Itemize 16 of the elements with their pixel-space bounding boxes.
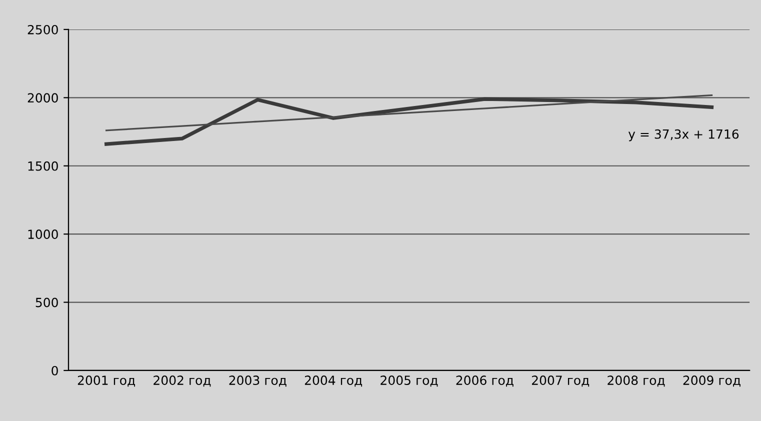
x-tick-label: 2001 год — [78, 376, 135, 387]
x-tick-label: 2003 год — [229, 376, 286, 387]
x-tick-label: 2004 год — [304, 376, 362, 387]
annotation: y = 37,3x + 1716 — [628, 129, 739, 142]
x-tick-label: 2008 год — [608, 376, 665, 387]
y-tick-label: 1500 — [28, 161, 58, 171]
y-tick-label: 500 — [36, 298, 58, 308]
x-tick-label: 2005 год — [380, 376, 438, 387]
y-tick-label: 2000 — [28, 93, 58, 103]
y-tick-label: 2500 — [28, 24, 58, 34]
x-tick-label: 2007 год — [532, 376, 590, 387]
x-tick-label: 2009 год — [683, 376, 740, 387]
x-tick-label: 2006 год — [456, 376, 514, 387]
y-tick-label: 1000 — [28, 230, 58, 240]
y-tick-label: 0 — [52, 366, 58, 376]
x-tick-label: 2002 год — [154, 376, 211, 387]
